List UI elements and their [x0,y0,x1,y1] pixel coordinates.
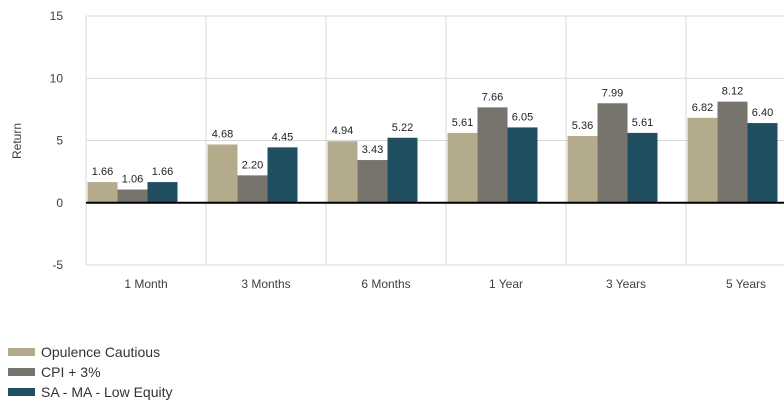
bar-cpi-3-3-months [237,175,268,203]
bar-cpi-3-6-months [357,160,388,203]
bar-opulence-cautious-6-months [327,141,358,203]
y-tick-label: 0 [56,196,63,210]
x-tick-label-6-months: 6 Months [361,277,410,291]
bar-cpi-3-3-years [597,103,628,203]
data-label-sa-ma-low-equity-1-month: 1.66 [152,166,173,178]
data-label-sa-ma-low-equity-6-months: 5.22 [392,122,413,134]
y-tick-label: -5 [52,258,63,272]
bar-sa-ma-low-equity-3-years [627,132,658,203]
data-label-cpi-3-3-years: 7.99 [602,87,623,99]
bar-opulence-cautious-3-years [567,136,598,203]
bar-opulence-cautious-1-month [87,182,118,203]
x-tick-label-3-years: 3 Years [606,277,646,291]
bar-opulence-cautious-1-year [447,132,478,203]
legend-item-sa-ma-low-equity: SA - MA - Low Equity [8,382,173,402]
bar-opulence-cautious-3-months [207,144,238,203]
legend: Opulence Cautious CPI + 3% SA - MA - Low… [8,342,173,402]
x-tick-label-1-year: 1 Year [489,277,523,291]
data-label-opulence-cautious-1-month: 1.66 [92,166,113,178]
x-tick-labels: 1 Month 3 Months 6 Months 1 Year 3 Years 5 Ye… [124,277,766,291]
data-label-sa-ma-low-equity-3-years: 5.61 [632,117,653,129]
data-label-cpi-3-1-year: 7.66 [482,91,503,103]
bar-opulence-cautious-5-years [687,117,718,203]
bar-sa-ma-low-equity-5-years [747,123,778,203]
data-label-cpi-3-1-month: 1.06 [122,174,143,186]
bar-sa-ma-low-equity-6-months [387,137,418,203]
y-tick-label: 5 [56,134,63,148]
legend-item-cpi-plus-3: CPI + 3% [8,362,173,382]
bar-sa-ma-low-equity-1-year [507,127,538,203]
data-labels: 1.66 1.06 1.66 4.68 2.20 4.45 4.94 3.43 5.22 5.61… [92,86,773,186]
x-tick-label-5-years: 5 Years [726,277,766,291]
x-tick-label-1-month: 1 Month [124,277,167,291]
legend-swatch-cpi-plus-3 [8,368,35,376]
y-tick-labels: -5 0 5 10 15 [50,9,64,272]
legend-label-sa-ma-low-equity: SA - MA - Low Equity [41,384,173,400]
bar-sa-ma-low-equity-3-months [267,147,298,203]
data-label-opulence-cautious-5-years: 6.82 [692,102,713,114]
data-label-opulence-cautious-3-years: 5.36 [572,120,593,132]
data-label-sa-ma-low-equity-1-year: 6.05 [512,111,533,123]
data-label-opulence-cautious-1-year: 5.61 [452,117,473,129]
data-label-cpi-3-6-months: 3.43 [362,144,383,156]
bar-cpi-3-1-year [477,107,508,203]
bar-chart: Return -5 0 5 10 15 1.66 1.06 1.66 4.68 2.20 4.45… [10,9,784,291]
gridlines [85,15,784,266]
y-tick-label: 15 [50,9,64,23]
bar-cpi-3-1-month [117,189,148,203]
bar-sa-ma-low-equity-1-month [147,182,178,203]
bars [86,101,784,204]
legend-swatch-sa-ma-low-equity [8,388,35,396]
legend-swatch-opulence-cautious [8,348,35,356]
data-label-sa-ma-low-equity-3-months: 4.45 [272,131,293,143]
legend-item-opulence-cautious: Opulence Cautious [8,342,173,362]
legend-label-cpi-plus-3: CPI + 3% [41,364,101,380]
legend-label-opulence-cautious: Opulence Cautious [41,344,161,360]
data-label-cpi-3-3-months: 2.20 [242,159,263,171]
x-tick-label-3-months: 3 Months [241,277,290,291]
y-tick-label: 10 [50,71,64,85]
y-axis-label: Return [10,123,24,159]
data-label-cpi-3-5-years: 8.12 [722,86,743,98]
data-label-opulence-cautious-3-months: 4.68 [212,128,233,140]
data-label-sa-ma-low-equity-5-years: 6.40 [752,107,773,119]
bar-cpi-3-5-years [717,101,748,203]
data-label-opulence-cautious-6-months: 4.94 [332,125,353,137]
